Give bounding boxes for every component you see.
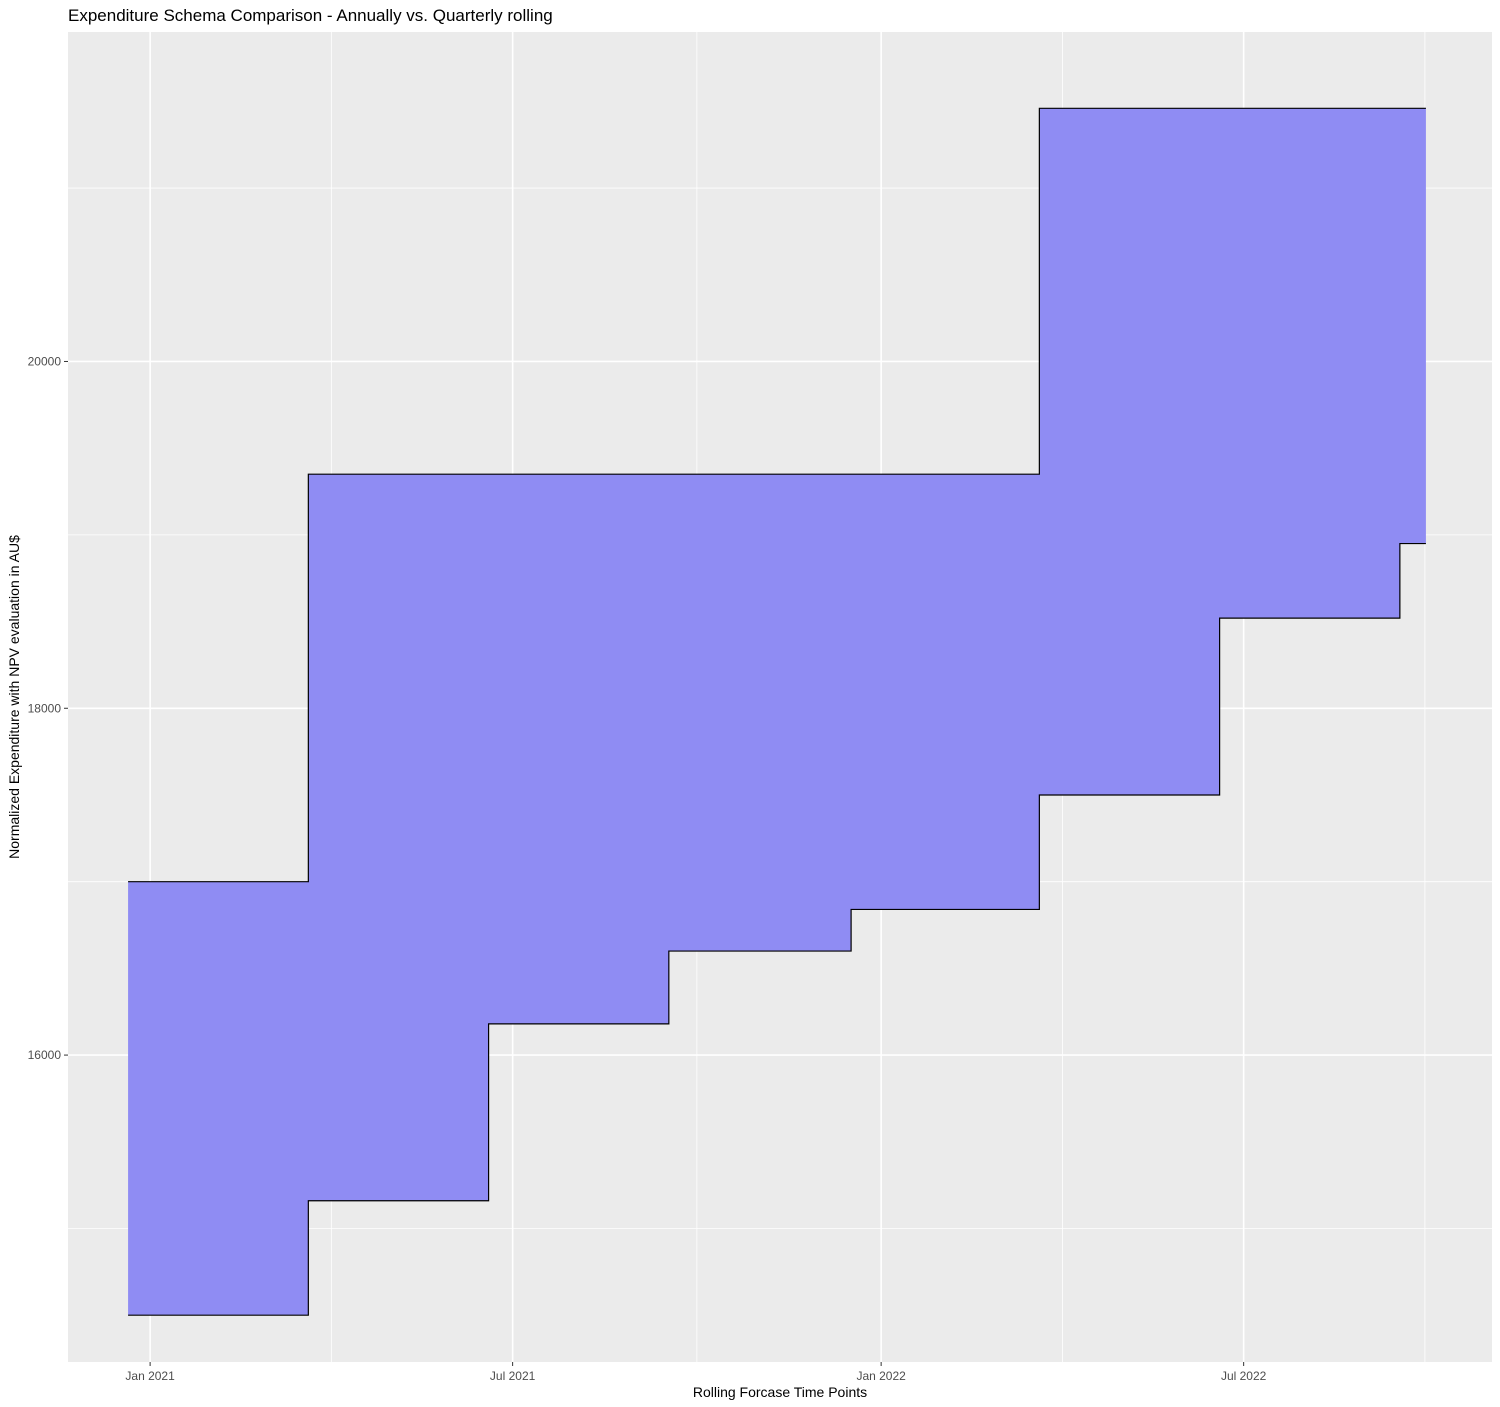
x-tick-label: Jul 2022: [1221, 1369, 1267, 1383]
x-tick-label: Jan 2022: [856, 1369, 906, 1383]
axis-ticks: Jan 2021 Jul 2021 Jan 2022 Jul 2022 16000 180…: [28, 354, 1267, 1383]
outline-series: [128, 107, 1426, 1316]
area-series: [128, 108, 1426, 1316]
upper-series-line: [128, 107, 1426, 883]
y-tick-label: 16000: [28, 1048, 62, 1062]
y-axis-title: Normalized Expenditure with NPV evaluati…: [6, 535, 22, 859]
y-tick-label: 18000: [28, 701, 62, 715]
x-tick-label: Jul 2021: [490, 1369, 536, 1383]
x-axis-title: Rolling Forcase Time Points: [693, 1384, 867, 1400]
lower-series-line: [128, 542, 1426, 1316]
x-tick-label: Jan 2021: [125, 1369, 175, 1383]
ribbon-area: [128, 108, 1426, 1316]
chart-title: Expenditure Schema Comparison - Annually…: [68, 6, 553, 25]
y-tick-label: 20000: [28, 354, 62, 368]
